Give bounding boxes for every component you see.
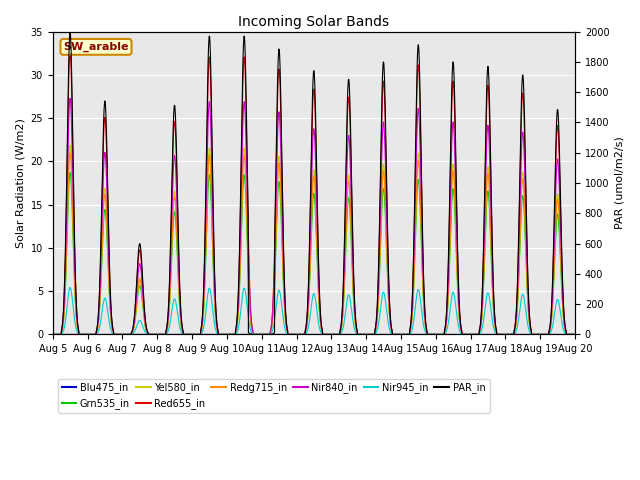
Y-axis label: Solar Radiation (W/m2): Solar Radiation (W/m2) xyxy=(15,118,25,248)
Text: SW_arable: SW_arable xyxy=(63,42,129,52)
Legend: Blu475_in, Grn535_in, Yel580_in, Red655_in, Redg715_in, Nir840_in, Nir945_in, PA: Blu475_in, Grn535_in, Yel580_in, Red655_… xyxy=(58,379,490,413)
Y-axis label: PAR (umol/m2/s): PAR (umol/m2/s) xyxy=(615,137,625,229)
Title: Incoming Solar Bands: Incoming Solar Bands xyxy=(238,15,390,29)
